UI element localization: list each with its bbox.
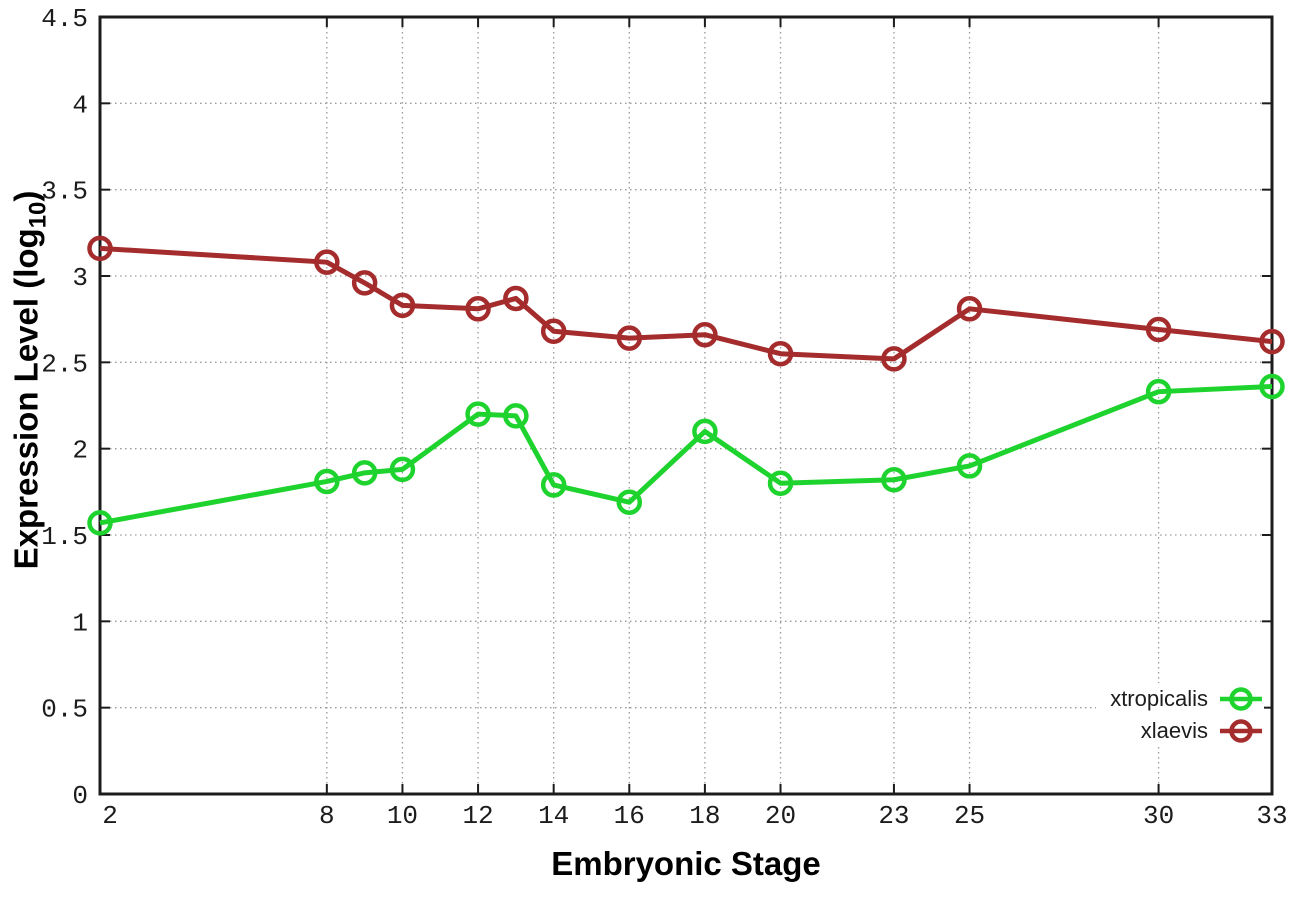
tick-labels: 2 8 10 12 14 16 18 20 23 25 30 33 0 0.5 1 1.5 2 2.5 3 3.5 4 4… <box>41 4 1287 831</box>
xlaevis-data-point <box>881 346 907 372</box>
xlaevis-data-point <box>87 235 113 262</box>
y-tick-label: 2 <box>72 436 88 466</box>
xlaevis-data-point <box>314 249 340 275</box>
y-axis-title-text: Expression Level (log <box>7 228 45 570</box>
x-tick-label: 8 <box>319 801 335 831</box>
y-tick-label: 3.5 <box>41 177 88 207</box>
x-tick-label: 2 <box>102 801 118 831</box>
xtropicalis-line-sample-icon <box>1220 687 1262 711</box>
xtropicalis-data-point <box>314 468 340 495</box>
y-axis-title-suffix: ) <box>7 190 45 202</box>
xtropicalis-data-point <box>503 403 529 429</box>
legend-label-xlaevis: xlaevis <box>1140 718 1208 743</box>
axis-ticks <box>99 16 1273 795</box>
x-tick-label: 23 <box>878 801 909 831</box>
x-tick-label: 14 <box>538 801 569 831</box>
x-tick-label: 12 <box>462 801 493 831</box>
xtropicalis-data-point <box>389 456 416 483</box>
xlaevis-data-point <box>692 321 718 348</box>
legend-label-xtropicalis: xtropicalis <box>1110 686 1208 711</box>
xlaevis-sample-marker <box>1229 719 1253 743</box>
xtropicalis-sample-marker <box>1229 687 1253 711</box>
x-tick-label: 33 <box>1256 801 1287 831</box>
y-tick-label: 1 <box>72 608 88 638</box>
y-axis-title-subscript: 10 <box>24 201 52 229</box>
legend-item-xlaevis: xlaevis <box>1110 715 1264 747</box>
plot-border <box>98 15 1274 796</box>
legend: xtropicalis xlaevis <box>1096 683 1264 747</box>
xtropicalis-line <box>99 384 1273 526</box>
xlaevis-data-point <box>389 292 416 319</box>
xtropicalis-data-point <box>881 466 907 493</box>
x-tick-label: 25 <box>954 801 985 831</box>
xtropicalis-data-point <box>351 460 378 486</box>
xtropicalis-data-point <box>956 453 983 479</box>
y-tick-label: 1.5 <box>41 522 88 552</box>
xlaevis-data-point <box>616 325 643 351</box>
xtropicalis-data-point <box>465 401 491 427</box>
xlaevis-data-point <box>540 318 567 345</box>
y-tick-label: 4 <box>72 90 88 120</box>
xtropicalis-data-point <box>616 489 643 515</box>
xlaevis-data-point <box>767 340 794 367</box>
gridlines <box>100 16 1273 794</box>
y-tick-label: 4.5 <box>41 4 88 34</box>
x-tick-label: 20 <box>765 801 796 831</box>
x-tick-label: 16 <box>614 801 645 831</box>
x-tick-label: 30 <box>1143 801 1174 831</box>
y-tick-label: 0 <box>72 781 88 811</box>
series-xtropicalis <box>87 373 1285 536</box>
y-axis-title: Expression Level (log10) <box>8 191 53 570</box>
xlaevis-data-point <box>1259 328 1285 355</box>
x-tick-label: 10 <box>387 801 418 831</box>
legend-item-xtropicalis: xtropicalis <box>1110 683 1264 715</box>
xtropicalis-data-point <box>767 470 794 496</box>
xlaevis-data-point <box>956 296 983 322</box>
xtropicalis-data-point <box>87 510 113 536</box>
xlaevis-data-point <box>351 270 378 296</box>
series-xlaevis <box>87 235 1285 372</box>
xlaevis-line <box>99 245 1273 362</box>
y-tick-label: 2.5 <box>41 349 88 379</box>
x-tick-label: 18 <box>689 801 720 831</box>
xlaevis-line-sample-icon <box>1220 719 1262 743</box>
xlaevis-data-point <box>1145 316 1172 343</box>
xtropicalis-data-point <box>540 472 567 498</box>
y-tick-label: 3 <box>72 263 88 293</box>
x-axis-title: Embryonic Stage <box>551 845 821 882</box>
xlaevis-data-point <box>465 296 491 322</box>
xtropicalis-data-point <box>692 418 718 445</box>
xtropicalis-data-point <box>1145 378 1172 405</box>
xtropicalis-data-point <box>1259 373 1285 400</box>
y-tick-label: 0.5 <box>41 695 88 725</box>
xlaevis-data-point <box>503 285 529 312</box>
